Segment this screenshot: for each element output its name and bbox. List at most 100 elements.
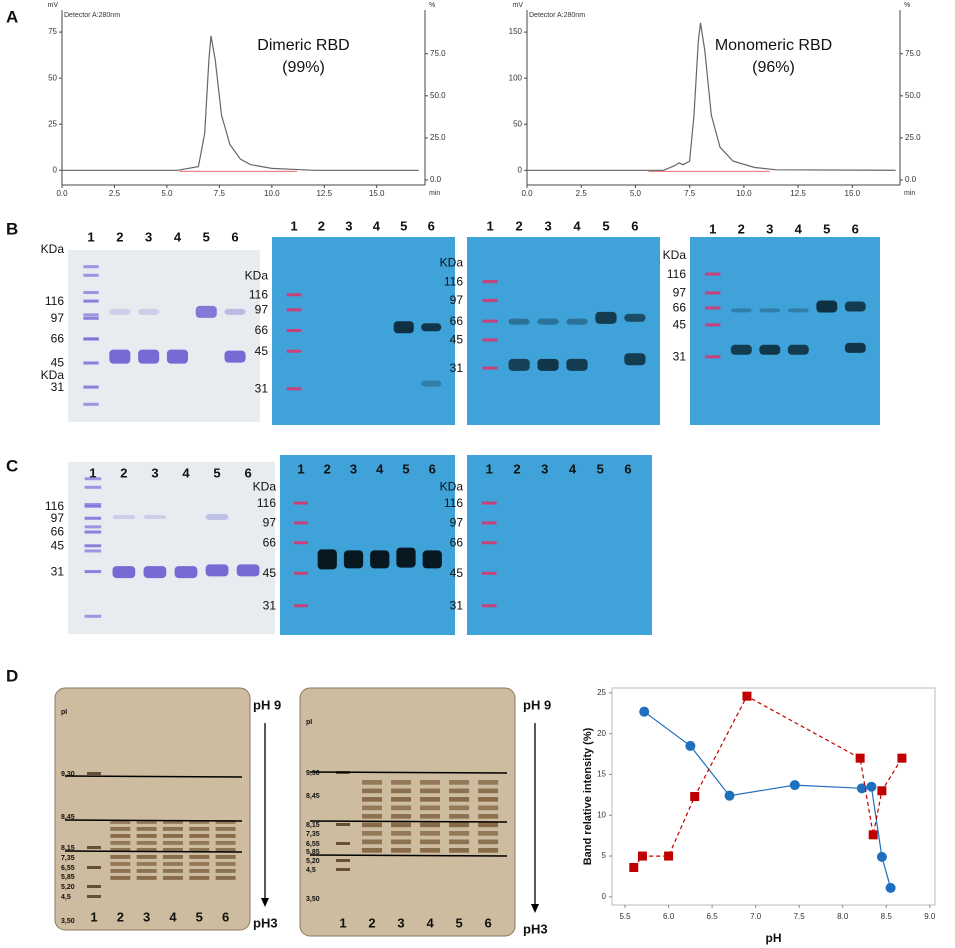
ief-band xyxy=(215,862,236,866)
ief-band xyxy=(449,848,470,853)
ladder-band xyxy=(482,298,498,302)
pi-value: 5,20 xyxy=(61,884,75,891)
ief-band xyxy=(110,848,131,852)
ief-band xyxy=(362,788,383,794)
ief-band xyxy=(136,820,157,824)
point xyxy=(690,792,700,801)
y-tick-label: 50 xyxy=(48,73,57,82)
lane-label: 1 xyxy=(709,221,716,236)
reference-line xyxy=(309,771,508,774)
ladder-band xyxy=(705,272,721,276)
x-tick-label: 6.0 xyxy=(663,912,675,921)
marker-label: 31 xyxy=(51,380,65,394)
y2-tick-label: 75.0 xyxy=(430,49,446,58)
ief-band xyxy=(449,831,470,836)
y-tick-label: 25 xyxy=(597,688,606,697)
lane-label: 2 xyxy=(116,229,123,244)
protein-band xyxy=(759,344,781,355)
ief-band xyxy=(87,885,101,888)
ief-band xyxy=(189,855,210,859)
ief-band xyxy=(162,820,183,824)
marker-label: 116 xyxy=(249,287,268,301)
ief-band xyxy=(87,846,101,849)
ief-band xyxy=(362,839,383,845)
protein-band xyxy=(787,344,809,355)
x-tick-label: 5.5 xyxy=(619,912,631,921)
point xyxy=(664,851,674,861)
y-tick-label: 25 xyxy=(48,119,57,128)
protein-band xyxy=(624,353,646,366)
point xyxy=(868,830,878,840)
kda-label: KDa xyxy=(440,480,464,494)
marker-label: 116 xyxy=(45,294,64,308)
reference-line xyxy=(309,854,508,857)
ph-top: pH 9 xyxy=(523,697,551,712)
y-tick-label: 75 xyxy=(48,27,57,36)
lane-label: 1 xyxy=(486,461,493,476)
peak-title: Monomeric RBD xyxy=(715,37,832,54)
y-tick-label: 0 xyxy=(602,892,607,901)
ief-band xyxy=(478,831,499,836)
detector-label: Detector A:280nm xyxy=(529,12,585,19)
lane-label: 3 xyxy=(766,221,773,236)
protein-band xyxy=(112,515,136,520)
ief-band xyxy=(110,827,131,831)
ladder-band xyxy=(705,355,721,359)
lane-label: 4 xyxy=(426,915,434,930)
ief-band xyxy=(110,869,131,873)
x-tick-label: 15.0 xyxy=(369,189,385,198)
ladder-band xyxy=(84,503,102,506)
lane-label: 5 xyxy=(213,465,220,480)
marker-label: 97 xyxy=(51,511,65,525)
ief-band xyxy=(110,841,131,845)
peak-percent: (99%) xyxy=(282,59,325,76)
protein-band xyxy=(816,300,838,313)
y2-axis-label: % xyxy=(429,2,435,9)
x-tick-label: 0.0 xyxy=(56,189,68,198)
ief-band xyxy=(478,822,499,828)
lane-label: 6 xyxy=(852,221,859,236)
pi-value: 8,15 xyxy=(61,845,75,852)
lane-label: 2 xyxy=(738,221,745,236)
peak-percent: (96%) xyxy=(752,59,795,76)
ief-band xyxy=(420,839,441,845)
pi-value: 8,45 xyxy=(306,793,320,800)
pi-value: 4,5 xyxy=(61,894,71,901)
ladder-band xyxy=(481,604,497,608)
pi-value: 3,50 xyxy=(61,918,75,925)
y-tick-label: 150 xyxy=(509,27,523,36)
lane-label: 1 xyxy=(487,218,494,233)
y2-axis-label: % xyxy=(904,2,910,9)
lane-label: 2 xyxy=(117,909,124,924)
ladder-band xyxy=(83,385,99,389)
ladder-band xyxy=(294,571,308,575)
ief-band xyxy=(478,814,499,819)
protein-band xyxy=(595,311,617,324)
gel-background xyxy=(690,237,880,425)
x-tick-label: 9.0 xyxy=(924,912,936,921)
ief-gel xyxy=(299,687,516,937)
protein-band xyxy=(844,301,866,312)
ladder-band xyxy=(294,604,308,608)
marker-label: 31 xyxy=(51,564,65,578)
protein-band xyxy=(421,380,442,387)
ladder-band xyxy=(83,337,99,341)
ief-band xyxy=(162,876,183,880)
ladder-band xyxy=(481,501,497,505)
ladder-band xyxy=(83,316,99,320)
series-line xyxy=(633,695,903,868)
ladder-band xyxy=(83,361,99,365)
ief-band xyxy=(391,788,412,794)
ief-band xyxy=(362,848,383,853)
ladder-band xyxy=(286,293,302,297)
marker-label: 116 xyxy=(444,274,463,288)
ief-band xyxy=(420,788,441,794)
ief-band xyxy=(87,772,101,775)
ief-band xyxy=(391,831,412,836)
ief-band xyxy=(420,780,441,785)
lane-label: 3 xyxy=(145,229,152,244)
point xyxy=(885,882,896,893)
ladder-band xyxy=(482,280,498,284)
y2-tick-label: 75.0 xyxy=(905,49,921,58)
lane-label: 4 xyxy=(795,221,803,236)
